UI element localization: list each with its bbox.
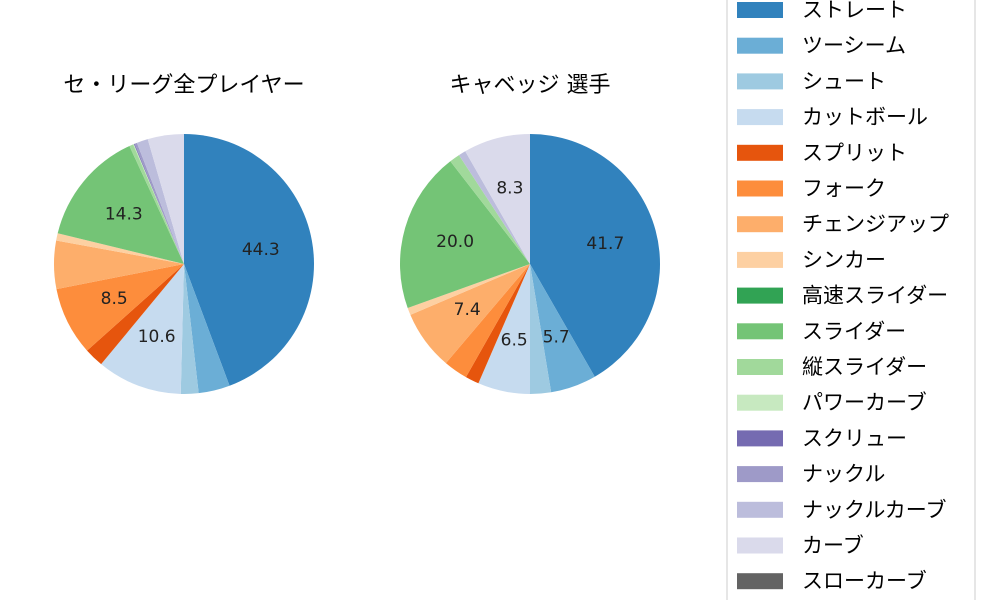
legend-item-12: スクリュー [737, 426, 907, 450]
pie-0-slice-14 [136, 139, 184, 264]
pie-1-slice-9 [399, 161, 530, 309]
legend-item-3: カットボール [737, 105, 928, 129]
legend-swatch-15 [737, 537, 783, 554]
pie-0-slice-12 [133, 143, 184, 264]
legend-swatch-14 [737, 501, 783, 518]
legend-item-4: スプリット [737, 141, 907, 165]
pie-1-slice-1-label: 5.7 [543, 327, 570, 347]
pie-0-slice-9 [57, 146, 184, 264]
pie-0-slice-4 [87, 264, 184, 365]
legend-label-0: ストレート [802, 0, 907, 22]
pie-1-slice-6 [410, 264, 530, 364]
legend-item-0: ストレート [737, 0, 907, 22]
pie-0-slice-5-label: 8.5 [101, 289, 128, 309]
legend-label-12: スクリュー [802, 426, 907, 450]
pie-0-slice-0-label: 44.3 [242, 240, 280, 260]
pie-title-league: セ・リーグ全プレイヤー [63, 73, 304, 98]
pie-1-slice-4 [465, 264, 530, 384]
pie-1-slice-7 [407, 264, 530, 315]
legend-label-14: ナックルカーブ [802, 498, 946, 522]
pie-1-slice-3 [478, 264, 530, 394]
legend-label-3: カットボール [802, 105, 928, 129]
legend-swatch-3 [737, 109, 783, 126]
legend-label-7: シンカー [802, 248, 886, 272]
pie-1-slice-6-label: 7.4 [454, 300, 481, 320]
pie-1-slice-1 [530, 264, 595, 393]
pie-0-slice-3 [101, 264, 184, 394]
pie-1-slice-15-label: 8.3 [496, 179, 523, 199]
legend-item-7: シンカー [737, 248, 886, 272]
legend-swatch-5 [737, 180, 783, 197]
legend-item-6: チェンジアップ [737, 212, 949, 236]
pie-0-slice-9-label: 14.3 [105, 204, 143, 224]
legend-item-14: ナックルカーブ [737, 498, 946, 522]
pie-title-player: キャベッジ 選手 [450, 73, 611, 98]
legend-item-13: ナックル [737, 462, 885, 486]
pie-0-slice-15 [147, 134, 184, 264]
legend-item-11: パワーカーブ [737, 391, 927, 415]
legend-swatch-6 [737, 216, 783, 233]
legend-item-1: ツーシーム [737, 34, 906, 58]
legend-label-13: ナックル [802, 462, 885, 486]
legend-swatch-16 [737, 573, 783, 590]
pie-1-slice-0-label: 41.7 [586, 234, 624, 254]
pie-1-slice-14 [458, 151, 530, 264]
legend-label-4: スプリット [802, 141, 907, 165]
pie-0-slice-10 [129, 144, 184, 264]
pie-1-slice-9-label: 20.0 [436, 232, 474, 252]
legend-label-10: 縦スライダー [802, 355, 927, 379]
pie-0-slice-5 [56, 264, 184, 351]
pie-0-slice-2 [180, 264, 199, 394]
pie-0-slice-11 [133, 144, 184, 264]
legend-item-2: シュート [737, 69, 886, 93]
legend-swatch-0 [737, 2, 783, 18]
legend-swatch-11 [737, 394, 783, 411]
pie-league-all-players: セ・リーグ全プレイヤー 44.3 10.6 8.5 14.3 [53, 73, 314, 394]
legend-swatch-13 [737, 466, 783, 483]
pie-0-slice-0 [184, 134, 314, 386]
legend-item-5: フォーク [737, 177, 886, 201]
legend-label-11: パワーカーブ [802, 391, 927, 415]
pie-0-slice-1 [184, 264, 230, 394]
legend-item-8: 高速スライダー [737, 284, 948, 308]
pie-1-slice-15 [465, 134, 530, 264]
legend-label-5: フォーク [802, 177, 886, 201]
legend-label-6: チェンジアップ [802, 212, 949, 236]
pie-1-slice-2 [530, 264, 552, 394]
legend: ストレートツーシームシュートカットボールスプリットフォークチェンジアップシンカー… [726, 0, 976, 600]
legend-item-10: 縦スライダー [737, 355, 927, 379]
legend-label-8: 高速スライダー [802, 284, 948, 308]
pie-1-slice-3-label: 6.5 [501, 330, 528, 350]
legend-item-15: カーブ [737, 534, 864, 558]
pie-player-cabbage: キャベッジ 選手 41.7 5.7 6.5 7.4 20.0 8.3 [399, 73, 660, 394]
pie-0-slice-7 [56, 233, 184, 264]
legend-swatch-2 [737, 73, 783, 90]
pie-0-slice-13 [134, 142, 184, 264]
pie-1-slice-10 [450, 155, 530, 264]
legend-item-9: スライダー [737, 319, 906, 343]
pie-0-slice-6 [53, 240, 184, 290]
pie-1-slice-5 [445, 264, 530, 378]
legend-swatch-9 [737, 323, 783, 340]
legend-label-15: カーブ [802, 534, 864, 558]
pie-0-slice-3-label: 10.6 [138, 327, 176, 347]
legend-frame [726, 0, 976, 600]
legend-label-2: シュート [802, 69, 886, 93]
legend-swatch-8 [737, 287, 783, 304]
legend-label-16: スローカーブ [802, 569, 927, 593]
legend-swatch-7 [737, 251, 783, 268]
legend-swatch-10 [737, 359, 783, 375]
legend-swatch-4 [737, 144, 783, 161]
legend-label-1: ツーシーム [802, 34, 906, 58]
legend-swatch-1 [737, 37, 783, 54]
legend-swatch-12 [737, 430, 783, 447]
pie-1-slice-0 [530, 134, 660, 377]
legend-label-9: スライダー [802, 319, 906, 343]
legend-item-16: スローカーブ [737, 569, 927, 593]
